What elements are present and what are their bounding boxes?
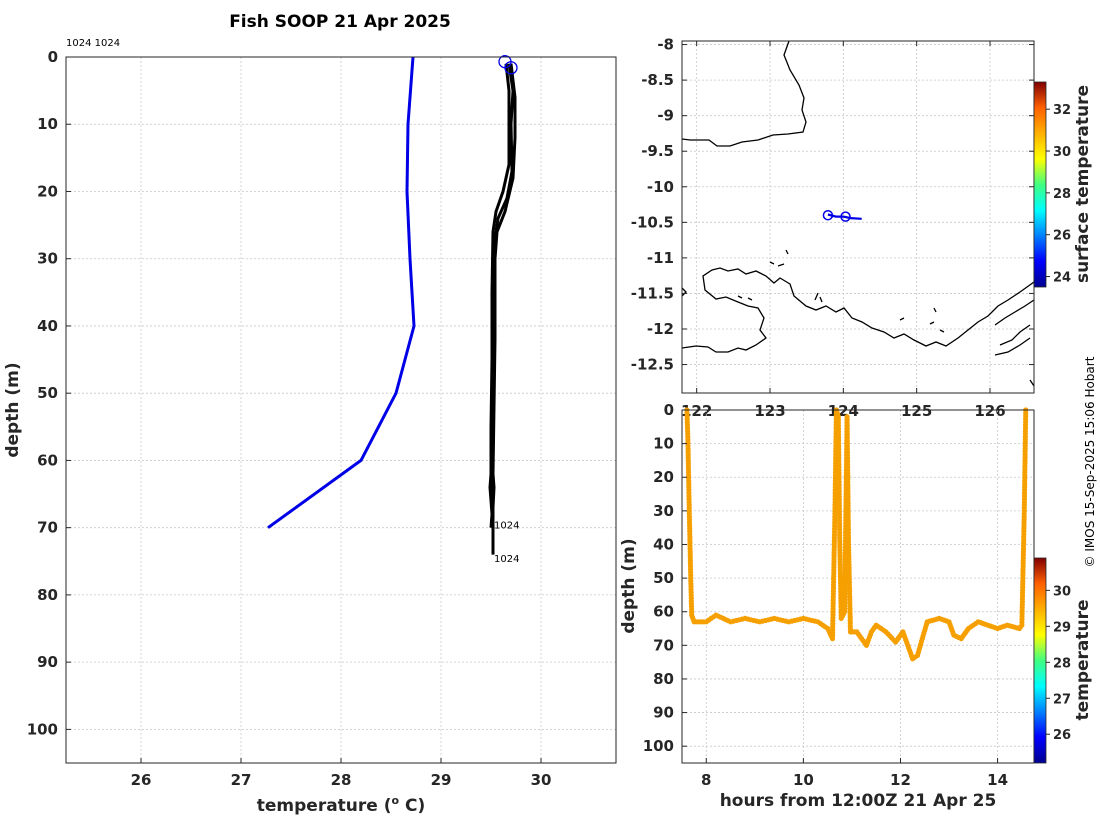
timeseries-y-axis-label: depth (m) xyxy=(619,538,639,633)
ship-track-line xyxy=(827,213,862,220)
timeseries-y-tick-label: 20 xyxy=(653,468,674,486)
profile-top-label: 1024 1024 xyxy=(66,38,120,49)
timeseries-x-tick-label: 8 xyxy=(701,771,711,789)
temperature-colorbar-tick-label: 29 xyxy=(1053,620,1071,635)
profile-end-annotation: 1024 xyxy=(494,554,519,565)
map-grid xyxy=(682,41,1034,393)
map-y-tick-label: -9.5 xyxy=(641,142,674,160)
timeseries-grid xyxy=(682,409,1034,763)
map-x-tick-label: 126 xyxy=(974,402,1005,420)
temperature-colorbar-tick-label: 28 xyxy=(1053,656,1071,671)
map-coastlines xyxy=(681,40,1035,387)
figure-title: Fish SOOP 21 Apr 2025 xyxy=(229,12,451,32)
temperature-colorbar-tick-label: 26 xyxy=(1053,728,1071,743)
surface-temperature-colorbar xyxy=(1033,81,1047,288)
profile-y-axis-label: depth (m) xyxy=(3,362,23,457)
profile-y-tick-label: 20 xyxy=(37,182,58,200)
timeseries-panel: 8 10 12 14 0 10 20 30 40 50 60 70 80 90 100 hours from… xyxy=(619,401,1093,811)
surface-temperature-colorbar-tick-label: 24 xyxy=(1053,271,1071,286)
timeseries-y-tick-label: 90 xyxy=(653,704,674,722)
profile-x-tick-label: 28 xyxy=(331,771,352,789)
map-y-tick-label: -12 xyxy=(647,320,674,338)
surface-temperature-colorbar-label: surface temperature xyxy=(1073,85,1093,283)
profile-y-tick-label: 60 xyxy=(37,451,58,469)
timeseries-y-tick-label: 30 xyxy=(653,502,674,520)
map-y-tick-label: -8.5 xyxy=(641,71,674,89)
profile-x-tick-label: 27 xyxy=(231,771,252,789)
map-axes-box xyxy=(681,40,1035,394)
timeseries-y-tick-label: 10 xyxy=(653,435,674,453)
map-x-tick-label: 123 xyxy=(754,402,785,420)
profile-x-tick-label: 29 xyxy=(431,771,452,789)
timeseries-y-tick-label: 70 xyxy=(653,636,674,654)
timeseries-y-tick-label: 60 xyxy=(653,603,674,621)
profile-y-tick-label: 90 xyxy=(37,653,58,671)
timeseries-y-tick-label: 80 xyxy=(653,670,674,688)
profile-x-tick-label: 30 xyxy=(531,771,552,789)
imos-credit: © IMOS 15-Sep-2025 15:06 Hobart xyxy=(1083,356,1097,567)
profile-line-climatology xyxy=(267,56,416,529)
map-y-tick-label: -10 xyxy=(647,178,674,196)
profile-panel: 1024 1024 1024 1024 26 27 28 29 30 0 10 20 30 40 50… xyxy=(3,38,617,816)
profile-series: 1024 1024 xyxy=(267,55,519,565)
small-islands xyxy=(737,249,1035,387)
profile-end-annotation: 1024 xyxy=(494,520,519,531)
temperature-colorbar-tick-label: 27 xyxy=(1053,692,1071,707)
ship-track-marker xyxy=(840,211,851,222)
map-y-tick-label: -9 xyxy=(657,107,674,125)
profile-x-tick-label: 26 xyxy=(131,771,152,789)
coastline-south xyxy=(681,267,1035,353)
surface-temperature-colorbar-tick-label: 28 xyxy=(1053,187,1071,202)
map-x-tick-label: 125 xyxy=(901,402,932,420)
surface-temperature-colorbar-tick-label: 30 xyxy=(1053,145,1071,160)
map-y-tick-label: -11.5 xyxy=(631,284,674,302)
profile-y-tick-label: 80 xyxy=(37,586,58,604)
timeseries-points xyxy=(684,407,1029,662)
timeseries-axes-box xyxy=(681,409,1035,764)
map-y-tick-label: -10.5 xyxy=(631,213,674,231)
start-marker-2 xyxy=(504,61,518,75)
profile-y-tick-label: 30 xyxy=(37,250,58,268)
ship-track-marker xyxy=(822,209,834,221)
profile-y-tick-label: 40 xyxy=(37,317,58,335)
surface-temperature-colorbar-tick-label: 32 xyxy=(1053,103,1071,118)
profile-y-tick-label: 70 xyxy=(37,519,58,537)
timeseries-y-tick-label: 100 xyxy=(643,737,674,755)
map-y-tick-label: -11 xyxy=(647,249,674,267)
island-west xyxy=(681,287,687,297)
surface-temperature-colorbar-tick-label: 26 xyxy=(1053,229,1071,244)
timeseries-y-tick-label: 0 xyxy=(664,401,674,419)
profile-y-tick-label: 100 xyxy=(27,720,58,738)
profile-grid xyxy=(66,56,616,763)
temperature-colorbar-tick-label: 30 xyxy=(1053,584,1071,599)
surface-temperature-colorbar-ticks: 24 26 28 30 32 xyxy=(1046,103,1071,286)
temperature-colorbar-label: temperature xyxy=(1073,599,1093,720)
ship-track xyxy=(822,209,862,222)
timeseries-x-tick-label: 12 xyxy=(890,771,911,789)
temperature-colorbar-ticks: 26 27 28 29 30 xyxy=(1046,584,1071,743)
timeseries-y-tick-label: 40 xyxy=(653,535,674,553)
islands-east xyxy=(994,299,1035,356)
map-y-tick-label: -8 xyxy=(657,36,674,54)
profile-y-tick-label: 0 xyxy=(48,48,58,66)
coastline-north xyxy=(681,40,807,147)
timeseries-x-tick-label: 14 xyxy=(987,771,1008,789)
timeseries-x-axis-label: hours from 12:00Z 21 Apr 25 xyxy=(720,791,997,811)
profile-ticks: 26 27 28 29 30 0 10 20 30 40 50 60 70 80 90 100 xyxy=(27,48,552,789)
map-ticks: 122 123 124 125 126-8-8.5-9-9.5-10-10.5-11-1… xyxy=(631,36,1034,420)
profile-y-tick-label: 50 xyxy=(37,384,58,402)
map-x-tick-label: 124 xyxy=(828,402,859,420)
profile-x-axis-label: temperature (o C) xyxy=(257,794,426,816)
map-panel: 122 123 124 125 126-8-8.5-9-9.5-10-10.5-11-1… xyxy=(631,36,1093,420)
profile-line-profile-3 xyxy=(491,63,517,508)
timeseries-ticks: 8 10 12 14 0 10 20 30 40 50 60 70 80 90 100 xyxy=(643,401,1008,789)
map-y-tick-label: -12.5 xyxy=(631,356,674,374)
timeseries-y-tick-label: 50 xyxy=(653,569,674,587)
timeseries-x-tick-label: 10 xyxy=(793,771,814,789)
profile-y-tick-label: 10 xyxy=(37,115,58,133)
temperature-colorbar xyxy=(1033,557,1047,764)
